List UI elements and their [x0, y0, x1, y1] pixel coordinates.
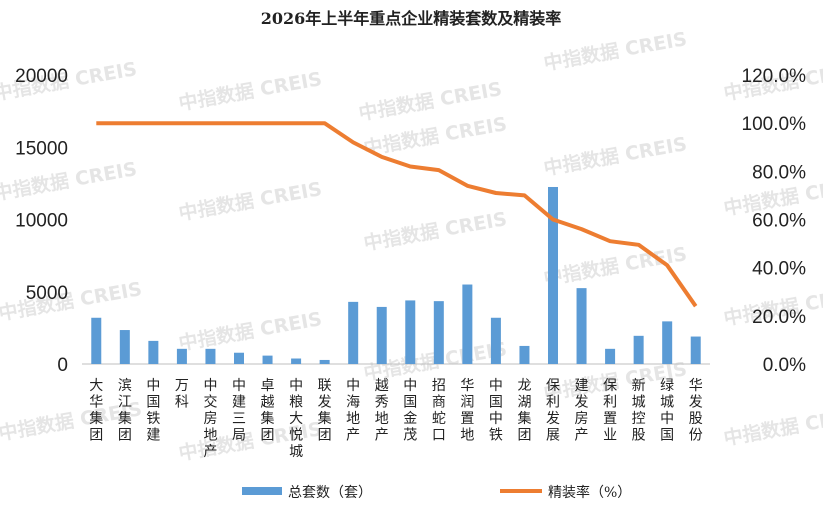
x-tick-label: 招商蛇口	[432, 378, 446, 444]
watermark-text: 中指数据 CREIS	[362, 207, 509, 255]
bar	[433, 301, 444, 364]
right-tick-label: 40.0%	[752, 259, 806, 280]
x-tick-label: 联发集团	[318, 378, 332, 444]
x-tick-label: 中国金茂	[403, 378, 417, 444]
bar	[91, 317, 102, 364]
legend-line-label: 精装率（%）	[548, 484, 631, 501]
left-tick-label: 10000	[15, 211, 68, 232]
watermark-text: 中指数据 CREIS	[0, 277, 144, 325]
right-tick-label: 0.0%	[763, 355, 806, 376]
x-tick-label: 绿城中国	[660, 378, 674, 444]
x-tick-label: 保利置业	[603, 378, 617, 444]
x-tick-label: 中粮大悦城	[289, 378, 303, 460]
bar	[605, 348, 616, 364]
bar	[376, 306, 387, 364]
bar	[262, 355, 273, 364]
bar	[348, 301, 359, 364]
left-axis: 0 5000 10000 15000 20000	[15, 66, 68, 376]
x-tick-label: 万科	[175, 378, 189, 411]
watermark-text: 中指数据 CREIS	[542, 27, 689, 75]
x-tick-label: 中海地产	[346, 378, 360, 444]
bar	[148, 340, 159, 364]
watermark-text: 中指数据 CREIS	[722, 402, 823, 450]
watermark-text: 中指数据 CREIS	[177, 67, 324, 115]
bar	[490, 317, 501, 364]
x-tick-label: 华润置地	[460, 378, 474, 444]
right-tick-label: 60.0%	[752, 211, 806, 232]
bar	[633, 335, 644, 364]
watermark-text: 中指数据 CREIS	[0, 157, 139, 205]
bar	[576, 288, 587, 364]
right-tick-label: 20.0%	[752, 307, 806, 328]
x-tick-label: 大华集团	[89, 378, 103, 444]
legend-bar-swatch	[242, 487, 282, 495]
bar	[319, 359, 330, 364]
x-tick-label: 中交房地产	[203, 378, 217, 460]
bar	[205, 348, 216, 364]
bar	[462, 284, 473, 364]
line-series	[96, 121, 698, 308]
x-tick-label: 卓越集团	[261, 378, 275, 444]
bar	[119, 330, 130, 364]
right-tick-label: 100.0%	[742, 114, 807, 135]
x-tick-label: 保利发展	[546, 378, 560, 444]
x-tick-label: 中国中铁	[489, 378, 503, 444]
legend-bar-label: 总套数（套）	[288, 485, 372, 501]
chart-title: 2026年上半年重点企业精装套数及精装率	[261, 9, 562, 28]
bar	[548, 186, 558, 364]
legend: 总套数（套） 精装率（%）	[242, 484, 631, 501]
x-tick-label: 中国铁建	[146, 378, 160, 444]
bar	[234, 352, 244, 364]
bar	[519, 345, 530, 364]
x-tick-label: 越秀地产	[375, 378, 389, 444]
x-tick-label: 龙湖集团	[517, 378, 531, 444]
right-tick-label: 80.0%	[752, 162, 806, 183]
left-tick-label: 0	[57, 355, 68, 376]
bar	[662, 321, 673, 364]
left-tick-label: 20000	[15, 66, 68, 87]
rate-line	[96, 121, 698, 308]
bar	[176, 348, 187, 364]
bar	[291, 358, 302, 364]
watermark-text: 中指数据 CREIS	[542, 132, 689, 180]
x-tick-label: 华发股份	[689, 378, 703, 444]
bar-series	[91, 186, 701, 364]
left-tick-label: 15000	[15, 138, 68, 159]
x-tick-label: 建发房产	[575, 378, 589, 444]
right-tick-label: 120.0%	[742, 66, 807, 87]
watermark-text: 中指数据 CREIS	[177, 177, 324, 225]
bar	[690, 336, 701, 364]
right-axis: 0.0% 20.0% 40.0% 60.0% 80.0% 100.0% 120.0%	[742, 66, 807, 376]
x-tick-label: 滨江集团	[118, 378, 132, 444]
watermark-text: 中指数据 CREIS	[177, 307, 324, 355]
left-tick-label: 5000	[26, 283, 68, 304]
bar	[405, 300, 416, 364]
x-tick-label: 中建三局	[232, 378, 246, 444]
x-tick-label: 新城控股	[632, 378, 646, 444]
